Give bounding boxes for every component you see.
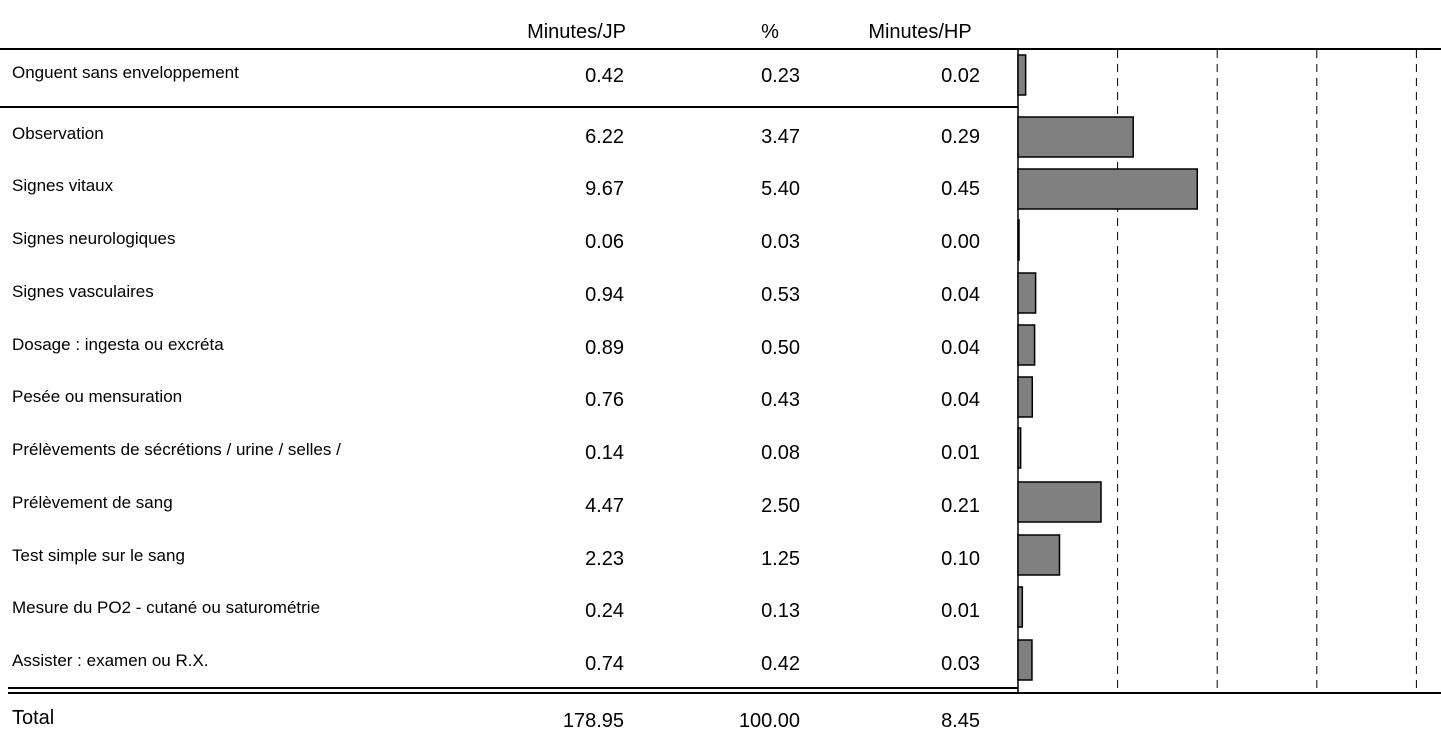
row-minutes-hp: 0.04: [941, 284, 980, 306]
total-percent: 100.00: [738, 710, 800, 732]
row-percent: 1.25: [761, 548, 800, 570]
header-percent: %: [761, 21, 779, 43]
row-percent: 0.03: [761, 231, 800, 253]
row-percent: 3.47: [761, 126, 800, 148]
row-minutes-jp: 0.06: [585, 231, 624, 253]
row-label: Prélèvement de sang: [12, 493, 173, 512]
row-label: Observation: [12, 124, 104, 143]
row-minutes-hp: 0.29: [941, 126, 980, 148]
row-minutes-hp: 0.03: [941, 653, 980, 675]
row-minutes-jp: 0.94: [585, 284, 624, 306]
row-minutes-hp: 0.02: [941, 65, 980, 87]
chart-bar: [1017, 481, 1102, 523]
row-minutes-hp: 0.01: [941, 600, 980, 622]
chart-bar: [1017, 272, 1037, 314]
row-label: Onguent sans enveloppement: [12, 63, 239, 82]
chart-bar: [1017, 376, 1034, 418]
total-label: Total: [12, 707, 55, 729]
row-minutes-hp: 0.01: [941, 442, 980, 464]
table-row: Mesure du PO2 - cutané ou saturométrie 0.…: [0, 596, 1010, 636]
row-minutes-jp: 0.76: [585, 389, 624, 411]
table-row: Signes vasculaires 0.94 0.53 0.04: [0, 280, 1010, 320]
table-row: Signes neurologiques 0.06 0.03 0.00: [0, 227, 1010, 267]
table-row: Signes vitaux 9.67 5.40 0.45: [0, 174, 1010, 214]
chart-bar: [1017, 168, 1199, 210]
chart-bar: [1017, 219, 1020, 261]
row-percent: 2.50: [761, 495, 800, 517]
row-minutes-jp: 0.74: [585, 653, 624, 675]
row-label: Mesure du PO2 - cutané ou saturométrie: [12, 598, 321, 617]
table-row: Assister : examen ou R.X. 0.74 0.42 0.03: [0, 649, 1010, 689]
row-label: Signes vasculaires: [12, 282, 154, 301]
row-label: Signes neurologiques: [12, 229, 176, 248]
row-minutes-jp: 0.24: [585, 600, 624, 622]
row-minutes-hp: 0.10: [941, 548, 980, 570]
table-row: Prélèvements de sécrétions / urine / sel…: [0, 438, 1010, 478]
total-row: Total 178.95 100.00 8.45: [0, 706, 1010, 746]
header-minutes-jp: Minutes/JP: [527, 21, 626, 43]
row-minutes-jp: 4.47: [585, 495, 624, 517]
header-minutes-hp: Minutes/HP: [868, 21, 972, 43]
chart-bar: [1017, 534, 1061, 576]
chart-bar: [1017, 324, 1036, 366]
table-row: Observation 6.22 3.47 0.29: [0, 122, 1010, 162]
row-percent: 0.53: [761, 284, 800, 306]
row-label: Pesée ou mensuration: [12, 387, 183, 406]
row-minutes-jp: 2.23: [585, 548, 624, 570]
chart-bar: [1017, 54, 1027, 96]
total-minutes-jp: 178.95: [562, 710, 624, 732]
row-label: Prélèvements de sécrétions / urine / sel…: [12, 440, 341, 459]
table-row: Dosage : ingesta ou excréta 0.89 0.50 0.04: [0, 333, 1010, 373]
table-row: Pesée ou mensuration 0.76 0.43 0.04: [0, 385, 1010, 425]
row-minutes-hp: 0.45: [941, 178, 980, 200]
row-label: Signes vitaux: [12, 176, 114, 195]
row-minutes-jp: 0.42: [585, 65, 624, 87]
row-minutes-hp: 0.04: [941, 337, 980, 359]
section-rule: [0, 106, 1018, 108]
total-minutes-hp: 8.45: [941, 710, 980, 732]
bottom-rule-2: [8, 692, 1441, 694]
row-percent: 0.13: [761, 600, 800, 622]
row-minutes-jp: 0.89: [585, 337, 624, 359]
bottom-rule-1: [8, 687, 1018, 689]
row-label: Assister : examen ou R.X.: [12, 651, 209, 670]
table-row: Onguent sans enveloppement 0.42 0.23 0.02: [0, 61, 1010, 101]
chart-bar: [1017, 586, 1024, 628]
chart-bar: [1017, 427, 1022, 469]
row-percent: 5.40: [761, 178, 800, 200]
row-minutes-hp: 0.00: [941, 231, 980, 253]
chart-bar: [1017, 116, 1134, 158]
row-percent: 0.08: [761, 442, 800, 464]
row-label: Test simple sur le sang: [12, 546, 185, 565]
table-row: Prélèvement de sang 4.47 2.50 0.21: [0, 491, 1010, 531]
row-minutes-hp: 0.04: [941, 389, 980, 411]
chart-bar: [1017, 639, 1033, 681]
row-percent: 0.50: [761, 337, 800, 359]
table-row: Test simple sur le sang 2.23 1.25 0.10: [0, 544, 1010, 584]
row-percent: 0.23: [761, 65, 800, 87]
row-percent: 0.42: [761, 653, 800, 675]
row-minutes-jp: 9.67: [585, 178, 624, 200]
row-minutes-jp: 6.22: [585, 126, 624, 148]
row-label: Dosage : ingesta ou excréta: [12, 335, 224, 354]
row-minutes-hp: 0.21: [941, 495, 980, 517]
row-percent: 0.43: [761, 389, 800, 411]
row-minutes-jp: 0.14: [585, 442, 624, 464]
top-rule: [0, 48, 1441, 50]
